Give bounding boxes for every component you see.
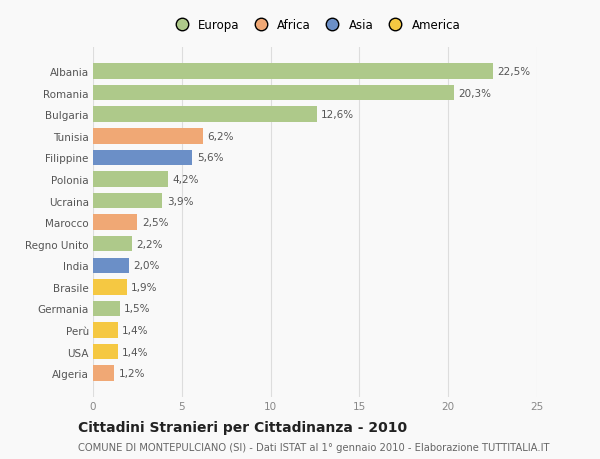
Text: 20,3%: 20,3% xyxy=(458,89,491,98)
Bar xyxy=(93,85,454,101)
Bar xyxy=(93,172,167,187)
Bar xyxy=(93,344,118,360)
Text: 2,5%: 2,5% xyxy=(142,218,169,228)
Bar xyxy=(93,236,132,252)
Text: 22,5%: 22,5% xyxy=(497,67,530,77)
Text: 2,2%: 2,2% xyxy=(137,239,163,249)
Text: 1,2%: 1,2% xyxy=(119,369,145,378)
Text: 1,4%: 1,4% xyxy=(122,347,149,357)
Text: Cittadini Stranieri per Cittadinanza - 2010: Cittadini Stranieri per Cittadinanza - 2… xyxy=(78,420,407,434)
Text: 3,9%: 3,9% xyxy=(167,196,193,206)
Bar xyxy=(93,323,118,338)
Bar xyxy=(93,301,119,317)
Bar xyxy=(93,280,127,295)
Text: 1,4%: 1,4% xyxy=(122,325,149,336)
Legend: Europa, Africa, Asia, America: Europa, Africa, Asia, America xyxy=(170,19,460,32)
Bar xyxy=(93,150,193,166)
Bar xyxy=(93,193,162,209)
Text: COMUNE DI MONTEPULCIANO (SI) - Dati ISTAT al 1° gennaio 2010 - Elaborazione TUTT: COMUNE DI MONTEPULCIANO (SI) - Dati ISTA… xyxy=(78,442,550,452)
Text: 1,5%: 1,5% xyxy=(124,304,151,314)
Text: 2,0%: 2,0% xyxy=(133,261,160,271)
Text: 6,2%: 6,2% xyxy=(208,131,234,141)
Bar xyxy=(93,107,317,123)
Text: 1,9%: 1,9% xyxy=(131,282,158,292)
Bar xyxy=(93,129,203,144)
Bar xyxy=(93,64,493,79)
Text: 12,6%: 12,6% xyxy=(321,110,355,120)
Text: 4,2%: 4,2% xyxy=(172,174,199,185)
Bar xyxy=(93,215,137,230)
Bar xyxy=(93,258,128,274)
Text: 5,6%: 5,6% xyxy=(197,153,223,163)
Bar xyxy=(93,366,115,381)
